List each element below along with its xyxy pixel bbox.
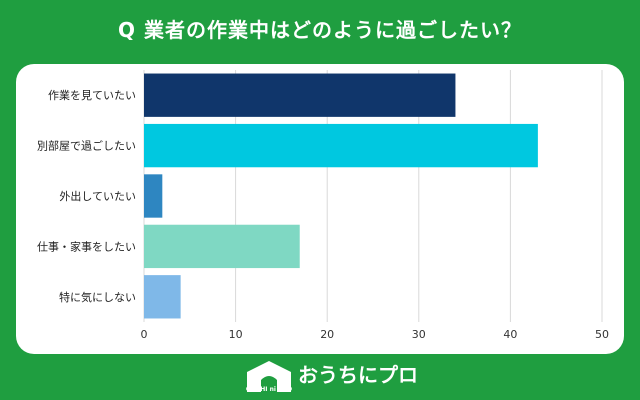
bar-1: [144, 73, 456, 117]
x-tick-label: 20: [320, 328, 334, 341]
house-logo-icon: [247, 361, 291, 392]
chart-card: 作業を見ていたい別部屋で過ごしたい外出していたい仕事・家事をしたい特に気にしない…: [16, 64, 624, 354]
chart-title: Q 業者の作業中はどのように過ごしたい？: [118, 18, 522, 42]
bar-4: [144, 224, 300, 269]
x-tick-label: 0: [141, 328, 148, 341]
category-label: 仕事・家事をしたい: [37, 239, 136, 253]
bar-2: [144, 123, 538, 168]
bar-3: [144, 174, 163, 218]
bar-5: [144, 275, 181, 319]
logo-mark-text: OUCHI ni PRO: [245, 386, 293, 393]
category-label: 特に気にしない: [59, 290, 136, 304]
x-tick-label: 10: [229, 328, 243, 341]
footer-brand: OUCHI ni PRO おうちにプロ: [0, 356, 640, 400]
category-label: 別部屋で過ごしたい: [37, 139, 136, 153]
category-label: 作業を見ていたい: [48, 89, 136, 102]
x-tick-label: 30: [412, 328, 426, 341]
x-tick-label: 50: [595, 328, 609, 341]
x-tick-label: 40: [503, 328, 517, 341]
category-label: 外出していたい: [59, 189, 136, 203]
bar-chart: 作業を見ていたい別部屋で過ごしたい外出していたい仕事・家事をしたい特に気にしない…: [37, 70, 609, 341]
brand-name: おうちにプロ: [298, 363, 418, 387]
